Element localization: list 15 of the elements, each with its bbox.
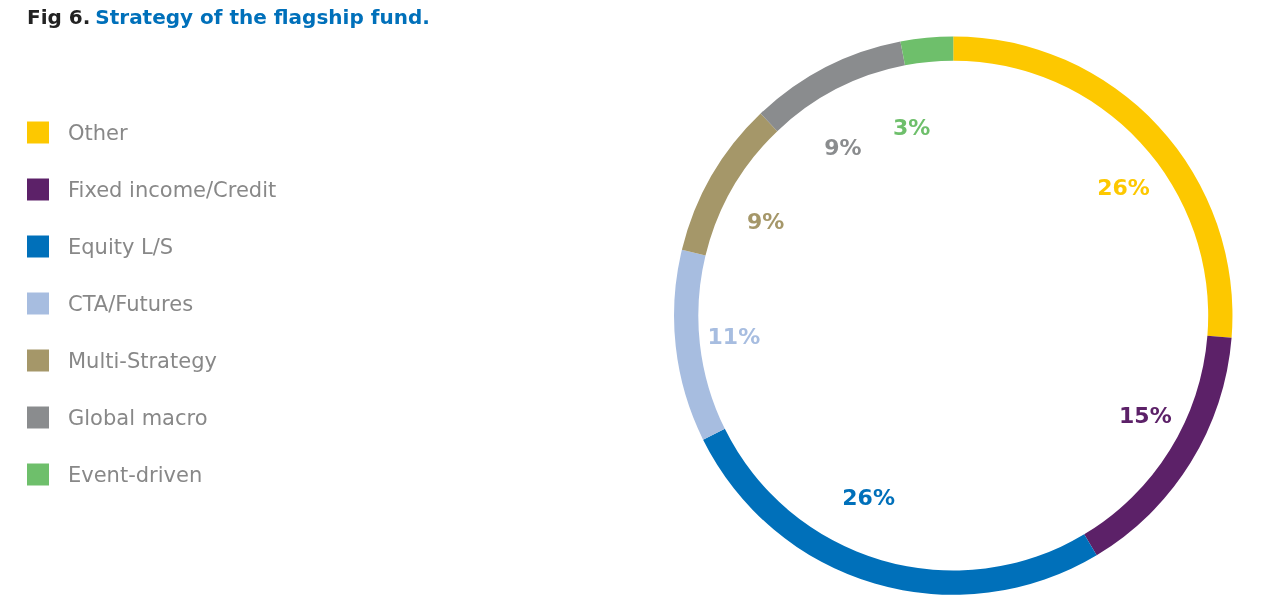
legend-label: Equity L/S (68, 234, 174, 259)
legend-label: CTA/Futures (68, 291, 194, 316)
data-label: 26% (1097, 174, 1150, 200)
chart-title: Fig 6. Strategy of the flagship fund. (27, 5, 430, 29)
data-label: 11% (707, 324, 761, 350)
data-label: 3% (892, 114, 931, 140)
data-label: 9% (747, 208, 785, 234)
legend-label: Other (68, 120, 128, 145)
data-label: 15% (1119, 402, 1172, 428)
legend-label: Fixed income/Credit (68, 177, 277, 202)
legend-label: Multi-Strategy (68, 348, 217, 373)
data-label: 26% (842, 484, 895, 510)
legend-label: Global macro (68, 405, 208, 430)
legend-label: Event-driven (68, 462, 203, 487)
data-label: 9% (824, 134, 862, 160)
